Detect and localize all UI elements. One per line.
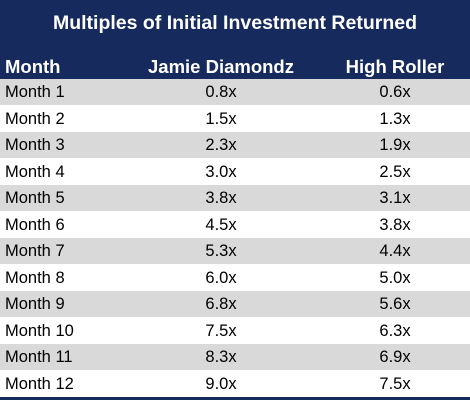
column-header-high-roller: High Roller [300, 55, 470, 79]
cell-jamie-diamondz: 9.0x [126, 371, 316, 397]
cell-high-roller: 7.5x [300, 371, 470, 397]
table-row: Month 10 7.5x 6.3x [0, 318, 470, 345]
cell-month: Month 7 [5, 238, 65, 264]
cell-high-roller: 5.0x [300, 265, 470, 291]
cell-high-roller: 3.8x [300, 212, 470, 238]
table-row: Month 1 0.8x 0.6x [0, 79, 470, 106]
cell-jamie-diamondz: 5.3x [126, 238, 316, 264]
cell-jamie-diamondz: 2.3x [126, 132, 316, 158]
cell-month: Month 6 [5, 212, 65, 238]
cell-month: Month 9 [5, 291, 65, 317]
cell-month: Month 4 [5, 159, 65, 185]
table-row: Month 12 9.0x 7.5x [0, 371, 470, 398]
table-row: Month 2 1.5x 1.3x [0, 106, 470, 133]
cell-jamie-diamondz: 3.8x [126, 185, 316, 211]
cell-high-roller: 6.3x [300, 318, 470, 344]
cell-high-roller: 1.9x [300, 132, 470, 158]
cell-month: Month 11 [5, 344, 73, 370]
cell-month: Month 3 [5, 132, 65, 158]
table-header: Multiples of Initial Investment Returned… [0, 0, 470, 79]
table-row: Month 3 2.3x 1.9x [0, 132, 470, 159]
cell-high-roller: 3.1x [300, 185, 470, 211]
cell-jamie-diamondz: 3.0x [126, 159, 316, 185]
cell-jamie-diamondz: 8.3x [126, 344, 316, 370]
cell-month: Month 10 [5, 318, 74, 344]
cell-jamie-diamondz: 6.8x [126, 291, 316, 317]
table-row: Month 7 5.3x 4.4x [0, 238, 470, 265]
table-body: Month 1 0.8x 0.6x Month 2 1.5x 1.3x Month 3 2.3… [0, 79, 470, 397]
cell-high-roller: 4.4x [300, 238, 470, 264]
cell-month: Month 5 [5, 185, 65, 211]
cell-jamie-diamondz: 0.8x [126, 79, 316, 105]
table-row: Month 11 8.3x 6.9x [0, 344, 470, 371]
table-row: Month 6 4.5x 3.8x [0, 212, 470, 239]
cell-month: Month 8 [5, 265, 65, 291]
table-row: Month 8 6.0x 5.0x [0, 265, 470, 292]
cell-high-roller: 2.5x [300, 159, 470, 185]
cell-month: Month 12 [5, 371, 74, 397]
cell-month: Month 2 [5, 106, 65, 132]
cell-jamie-diamondz: 6.0x [126, 265, 316, 291]
cell-high-roller: 0.6x [300, 79, 470, 105]
cell-high-roller: 6.9x [300, 344, 470, 370]
table-row: Month 9 6.8x 5.6x [0, 291, 470, 318]
table-row: Month 4 3.0x 2.5x [0, 159, 470, 186]
cell-jamie-diamondz: 1.5x [126, 106, 316, 132]
table-row: Month 5 3.8x 3.1x [0, 185, 470, 212]
cell-jamie-diamondz: 4.5x [126, 212, 316, 238]
column-header-month: Month [5, 55, 60, 79]
column-header-jamie-diamondz: Jamie Diamondz [126, 55, 316, 79]
cell-high-roller: 1.3x [300, 106, 470, 132]
table-title: Multiples of Initial Investment Returned [0, 6, 470, 40]
cell-jamie-diamondz: 7.5x [126, 318, 316, 344]
cell-month: Month 1 [5, 79, 65, 105]
cell-high-roller: 5.6x [300, 291, 470, 317]
